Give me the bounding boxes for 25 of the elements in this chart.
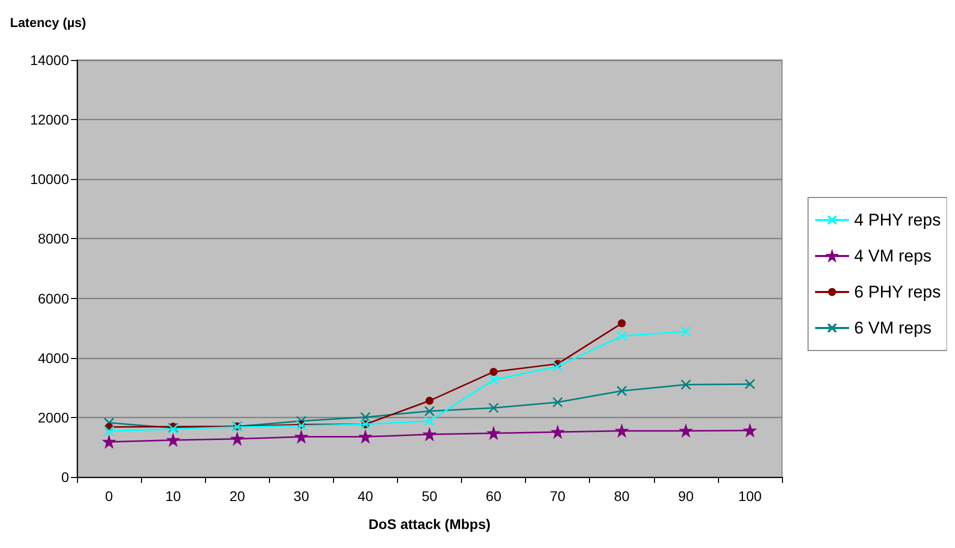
x-axis-title: DoS attack (Mbps) bbox=[368, 516, 491, 532]
x-tick-label: 70 bbox=[550, 488, 566, 504]
legend-label: 6 VM reps bbox=[854, 318, 932, 338]
y-tick-label: 0 bbox=[61, 469, 70, 485]
x-tick-label: 60 bbox=[486, 488, 502, 504]
y-tick-label: 8000 bbox=[38, 230, 70, 247]
x-tick-label: 100 bbox=[738, 488, 762, 504]
x-tick-label: 50 bbox=[422, 488, 438, 504]
y-tick-label: 14000 bbox=[30, 52, 70, 68]
y-tick-label: 12000 bbox=[30, 112, 70, 128]
legend-label: 6 PHY reps bbox=[854, 282, 941, 302]
y-tick-label: 2000 bbox=[38, 409, 70, 426]
legend-label: 4 PHY reps bbox=[854, 210, 941, 230]
x-tick-label: 20 bbox=[229, 488, 246, 504]
x-tick-label: 30 bbox=[294, 488, 310, 504]
legend-label: 4 VM reps bbox=[854, 246, 932, 266]
x-tick-label: 0 bbox=[105, 488, 114, 504]
y-tick-label: 4000 bbox=[38, 350, 70, 366]
x-tick-label: 40 bbox=[358, 488, 374, 504]
x-tick-label: 90 bbox=[678, 488, 694, 504]
y-axis-title: Latency (µs) bbox=[10, 15, 86, 30]
y-tick-label: 6000 bbox=[38, 290, 70, 306]
y-tick-label: 10000 bbox=[30, 171, 70, 188]
x-tick-label: 10 bbox=[165, 488, 182, 504]
x-tick-label: 80 bbox=[614, 488, 630, 504]
